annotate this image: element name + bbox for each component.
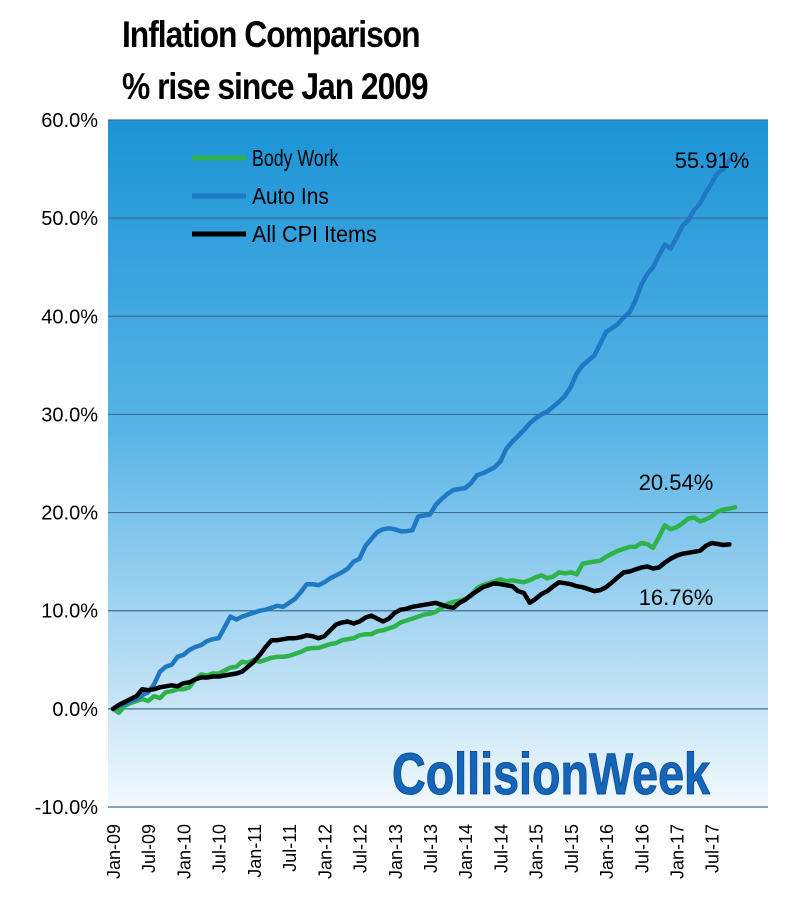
x-tick-label: Jul-10 xyxy=(210,824,230,873)
y-tick-label: 60.0% xyxy=(41,110,98,132)
x-tick-label: Jul-16 xyxy=(632,824,652,873)
legend-label: Body Work xyxy=(252,145,339,171)
end-value-label: 16.76% xyxy=(639,585,714,610)
x-tick-label: Jan-10 xyxy=(174,824,194,879)
x-tick-label: Jul-12 xyxy=(351,824,371,873)
y-axis: -10.0% 0.0% 10.0% 20.0% 30.0% 40.0% 50.0% 60.0% xyxy=(35,110,99,819)
x-tick-label: Jul-14 xyxy=(491,824,511,873)
x-tick-label: Jul-11 xyxy=(280,824,300,872)
y-tick-label: 50.0% xyxy=(41,208,98,230)
annotations: 55.91% 20.54% 16.76% xyxy=(639,148,750,610)
chart-title: Inflation Comparison xyxy=(122,14,421,55)
x-tick-label: Jan-16 xyxy=(597,824,617,879)
x-tick-label: Jul-17 xyxy=(703,824,723,873)
x-tick-label: Jan-11 xyxy=(245,824,265,878)
series-line-all-cpi-items xyxy=(110,540,732,712)
x-tick-label: Jan-17 xyxy=(668,824,688,879)
y-tick-label: 40.0% xyxy=(41,306,98,328)
x-tick-label: Jan-13 xyxy=(386,824,406,879)
y-tick-label: -10.0% xyxy=(35,797,99,819)
x-tick-label: Jul-15 xyxy=(562,824,582,873)
x-axis: Jan-09 Jul-09 Jan-10 Jul-10 Jan-11 Jul-11 Jan-… xyxy=(104,824,723,879)
series-line-body-work xyxy=(110,505,738,716)
end-value-label: 55.91% xyxy=(675,148,750,173)
watermark-logo: CollisionWeek xyxy=(392,742,711,807)
legend: Body Work Auto Ins All CPI Items xyxy=(192,145,377,247)
end-value-label: 20.54% xyxy=(639,470,714,495)
y-tick-label: 0.0% xyxy=(52,699,98,721)
y-tick-label: 10.0% xyxy=(41,601,98,623)
x-tick-label: Jul-09 xyxy=(139,824,159,873)
x-tick-label: Jan-09 xyxy=(104,824,124,879)
y-tick-label: 20.0% xyxy=(41,503,98,525)
series-line-auto-ins xyxy=(110,157,732,712)
x-tick-label: Jan-14 xyxy=(456,824,476,879)
series-lines xyxy=(110,157,738,716)
legend-label: All CPI Items xyxy=(252,221,377,247)
plot-background xyxy=(108,120,768,807)
y-tick-label: 30.0% xyxy=(41,404,98,426)
x-tick-label: Jan-12 xyxy=(315,824,335,879)
chart-subtitle: % rise since Jan 2009 xyxy=(122,66,429,107)
legend-label: Auto Ins xyxy=(252,183,329,209)
x-tick-label: Jan-15 xyxy=(527,824,547,879)
x-tick-label: Jul-13 xyxy=(421,824,441,873)
